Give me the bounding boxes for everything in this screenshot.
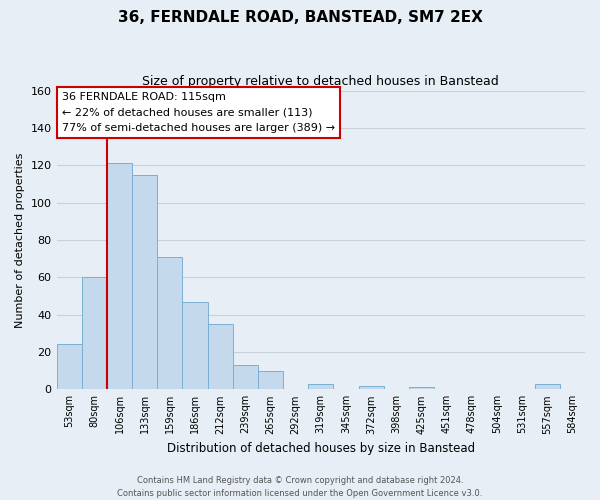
Bar <box>258 370 283 390</box>
Text: 36 FERNDALE ROAD: 115sqm
← 22% of detached houses are smaller (113)
77% of semi-: 36 FERNDALE ROAD: 115sqm ← 22% of detach… <box>62 92 335 133</box>
Bar <box>56 344 82 390</box>
Bar <box>359 386 383 390</box>
Y-axis label: Number of detached properties: Number of detached properties <box>15 152 25 328</box>
Bar <box>157 256 182 390</box>
X-axis label: Distribution of detached houses by size in Banstead: Distribution of detached houses by size … <box>167 442 475 455</box>
Bar <box>107 164 132 390</box>
Bar <box>132 174 157 390</box>
Bar <box>308 384 334 390</box>
Bar <box>182 302 208 390</box>
Bar <box>233 365 258 390</box>
Bar <box>535 384 560 390</box>
Text: Contains HM Land Registry data © Crown copyright and database right 2024.
Contai: Contains HM Land Registry data © Crown c… <box>118 476 482 498</box>
Text: 36, FERNDALE ROAD, BANSTEAD, SM7 2EX: 36, FERNDALE ROAD, BANSTEAD, SM7 2EX <box>118 10 482 25</box>
Bar <box>409 388 434 390</box>
Title: Size of property relative to detached houses in Banstead: Size of property relative to detached ho… <box>142 75 499 88</box>
Bar <box>82 278 107 390</box>
Bar <box>208 324 233 390</box>
